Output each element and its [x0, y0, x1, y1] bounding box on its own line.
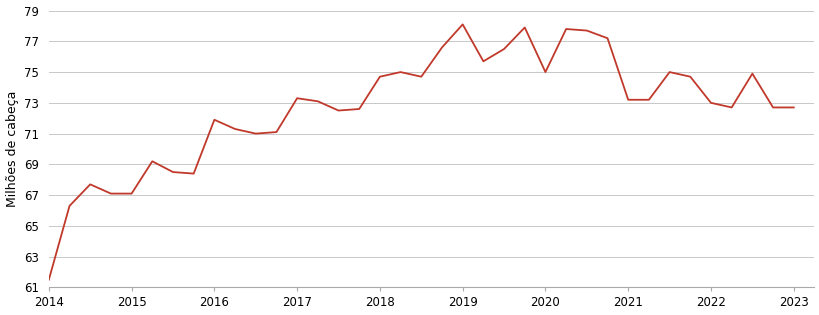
Y-axis label: Milhões de cabeça: Milhões de cabeça [6, 91, 19, 207]
